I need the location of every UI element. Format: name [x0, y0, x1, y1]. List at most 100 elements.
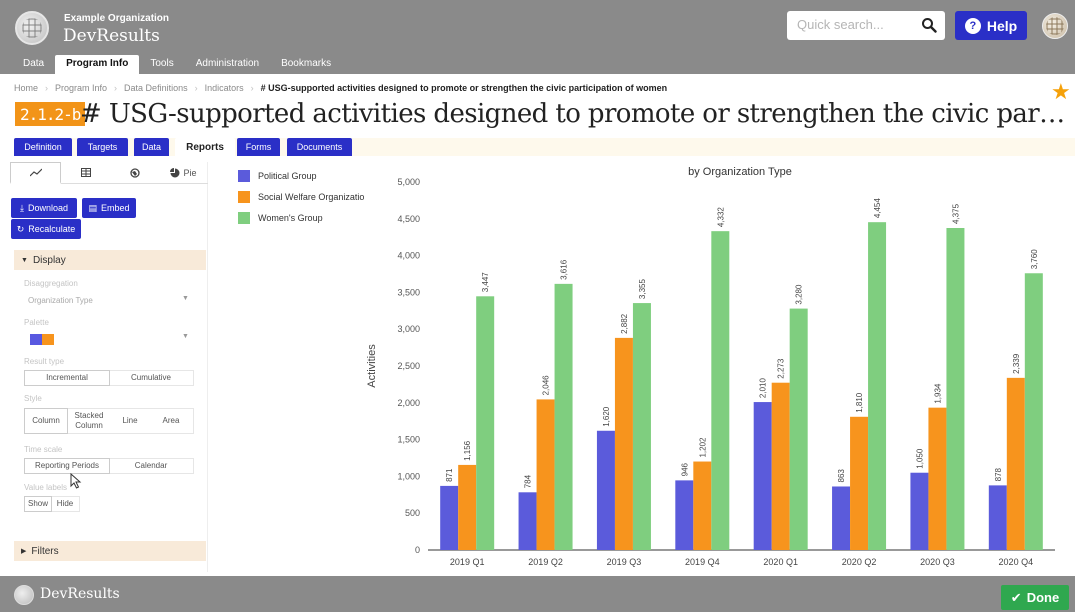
table-button[interactable] [61, 162, 110, 183]
done-button[interactable]: ✔ Done [1001, 585, 1069, 610]
calendar-option[interactable]: Calendar [134, 461, 168, 470]
avatar[interactable] [1042, 13, 1068, 39]
tab-forms[interactable]: Forms [237, 138, 280, 156]
incremental-option[interactable]: Incremental [24, 370, 110, 386]
result-type-label: Result type [24, 357, 65, 366]
y-tick-label: 500 [405, 508, 420, 518]
breadcrumb-indicators[interactable]: Indicators [204, 83, 244, 93]
download-button[interactable]: ⤓ Download [11, 198, 77, 218]
reporting-periods-option[interactable]: Reporting Periods [24, 458, 110, 474]
nav-item-bookmarks[interactable]: Bookmarks [281, 58, 332, 69]
caret-right-icon: ▶ [21, 548, 27, 555]
download-icon: ⤓ [19, 202, 24, 213]
bookmark-star-icon[interactable]: ★ [1051, 79, 1071, 104]
report-settings-sidebar: Pie ⤓ Download ▤ Embed ↻ Recalculate ▼ Displ… [10, 162, 208, 572]
bar [675, 480, 694, 550]
y-tick-label: 5,000 [397, 177, 420, 187]
chevron-down-icon[interactable]: ▼ [182, 333, 189, 340]
bar-value-label: 3,616 [560, 259, 569, 280]
cumulative-option[interactable]: Cumulative [130, 373, 171, 382]
bar [632, 303, 651, 550]
filters-panel-toggle[interactable]: ▶ Filters [14, 541, 206, 561]
indicator-code-badge: 2.1.2-b [15, 102, 86, 126]
legend-label: Women's Group [258, 213, 323, 223]
filters-heading: Filters [31, 545, 59, 557]
tab-definition[interactable]: Definition [14, 138, 72, 156]
tab-data[interactable]: Data [134, 138, 169, 156]
map-button[interactable] [110, 162, 159, 183]
breadcrumb-program-info[interactable]: Program Info [55, 83, 108, 93]
help-label: Help [986, 17, 1018, 34]
palette-select[interactable] [30, 334, 54, 345]
table-icon [80, 168, 91, 177]
tab-documents[interactable]: Documents [287, 138, 352, 156]
embed-label: Embed [100, 203, 130, 213]
nav-item-tools[interactable]: Tools [150, 58, 174, 69]
refresh-icon: ↻ [16, 223, 25, 234]
page-title: # USG-supported activities designed to p… [80, 99, 1070, 129]
hide-option[interactable]: Hide [56, 499, 74, 508]
legend-swatch [238, 170, 250, 182]
bar [868, 222, 887, 550]
area-option[interactable]: Area [162, 416, 180, 425]
quick-search[interactable] [787, 11, 945, 40]
column-option[interactable]: Column [24, 408, 68, 434]
org-name: Example Organization [64, 13, 170, 24]
legend-item-political-group[interactable]: Political Group [238, 169, 368, 183]
nav-item-program-info[interactable]: Program Info [55, 55, 140, 74]
y-tick-label: 4,500 [397, 214, 420, 224]
stacked-column-option[interactable]: Stacked Column [74, 411, 104, 430]
bar [1006, 377, 1025, 550]
value-labels-toggle: Show Hide [24, 496, 80, 512]
mouse-cursor-icon [70, 473, 82, 489]
bar-value-label: 1,156 [463, 440, 472, 461]
show-option[interactable]: Show [24, 496, 52, 512]
legend-label: Social Welfare Organizatio [258, 192, 365, 202]
legend-item-social-welfare[interactable]: Social Welfare Organizatio [238, 190, 368, 204]
search-icon[interactable] [921, 17, 937, 33]
value-labels-label: Value labels [24, 483, 67, 492]
pie-chart-button[interactable]: Pie [159, 162, 208, 183]
nav-item-data[interactable]: Data [23, 58, 45, 69]
bar [753, 402, 772, 550]
tab-targets[interactable]: Targets [77, 138, 128, 156]
bar-value-label: 1,050 [915, 448, 924, 469]
bar [554, 283, 573, 550]
bar-value-label: 3,760 [1030, 249, 1039, 270]
palette-swatch-1 [30, 334, 42, 345]
x-tick-label: 2019 Q3 [607, 557, 642, 567]
tab-reports[interactable]: Reports [175, 138, 235, 156]
nav-item-administration[interactable]: Administration [195, 58, 260, 69]
legend-swatch [238, 191, 250, 203]
bar-value-label: 784 [524, 474, 533, 488]
bar-value-label: 871 [445, 468, 454, 482]
map-icon [129, 167, 140, 178]
org-logo-icon[interactable] [15, 11, 49, 45]
bar [440, 485, 459, 550]
bar [693, 461, 712, 550]
recalculate-button[interactable]: ↻ Recalculate [11, 219, 81, 239]
breadcrumb-home[interactable]: Home [14, 83, 39, 93]
x-tick-label: 2020 Q1 [763, 557, 798, 567]
line-option[interactable]: Line [122, 416, 138, 425]
bar [910, 472, 929, 550]
line-chart-button[interactable] [10, 162, 61, 184]
main-nav: Data Program Info Tools Administration B… [12, 55, 342, 74]
bar [832, 486, 851, 550]
recalculate-label: Recalculate [28, 224, 76, 234]
caret-down-icon: ▼ [21, 256, 28, 264]
embed-button[interactable]: ▤ Embed [82, 198, 136, 218]
search-input[interactable] [797, 17, 915, 32]
palette-label: Palette [24, 318, 49, 327]
time-scale-toggle: Reporting Periods Calendar [24, 458, 194, 474]
legend-item-womens-group[interactable]: Women's Group [238, 211, 368, 225]
footer-bar: DevResults [0, 576, 1075, 612]
help-button[interactable]: ? Help [955, 11, 1027, 40]
disaggregation-select[interactable]: Organization Type [28, 296, 93, 305]
chevron-down-icon[interactable]: ▼ [182, 295, 189, 302]
display-panel-toggle[interactable]: ▼ Display [14, 250, 206, 270]
bar [596, 430, 615, 550]
bar-value-label: 3,355 [638, 279, 647, 300]
breadcrumb-data-definitions[interactable]: Data Definitions [124, 83, 188, 93]
y-tick-label: 3,500 [397, 287, 420, 297]
